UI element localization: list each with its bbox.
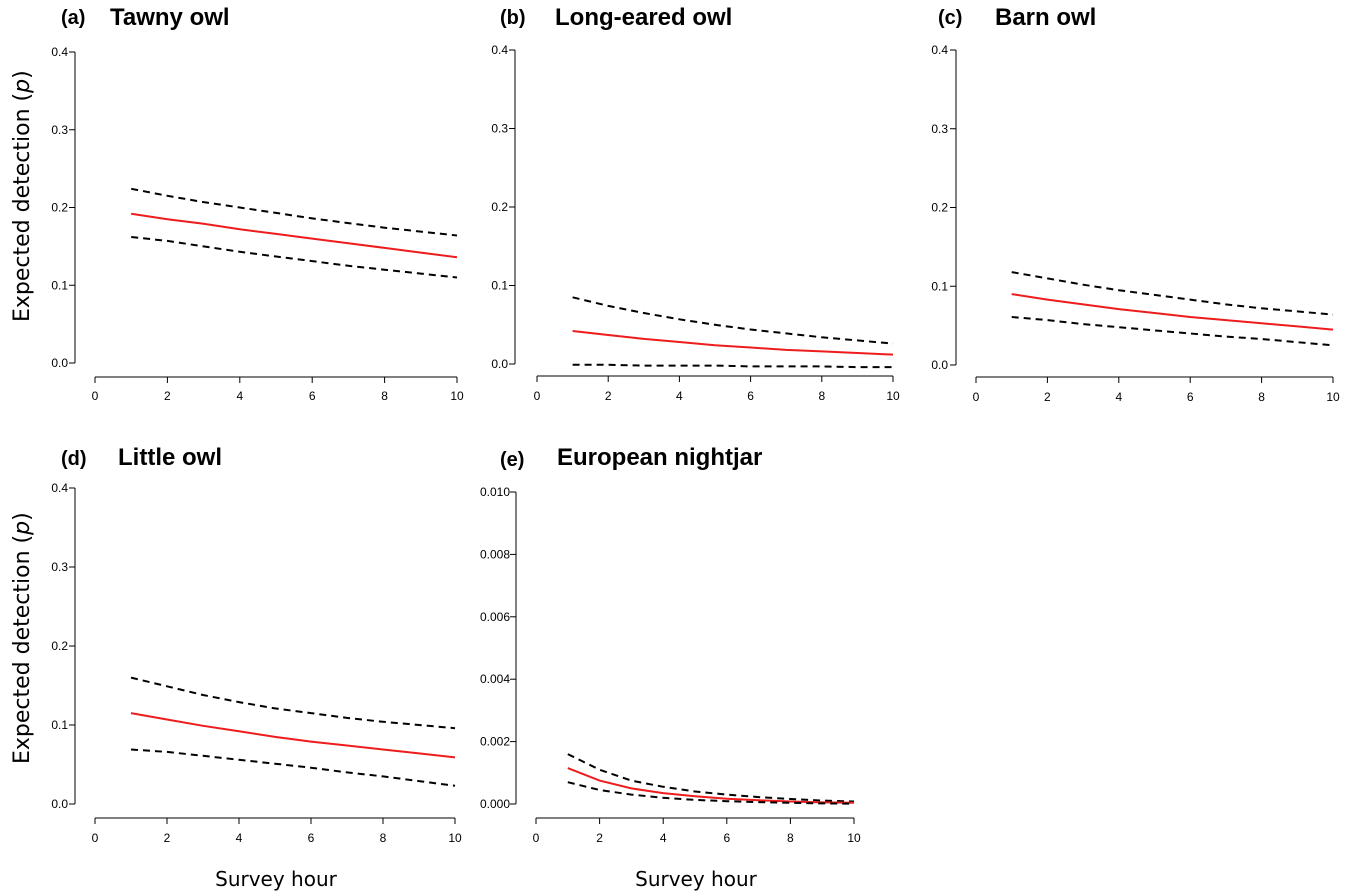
- y-tick-label: 0.4: [51, 45, 68, 59]
- y-tick-label: 0.3: [491, 122, 508, 136]
- panel-letter: (a): [61, 7, 85, 29]
- panel-letter: (b): [500, 7, 526, 29]
- y-axis-label-text: Expected detection (: [10, 535, 35, 764]
- ci-lower-line: [1011, 316, 1334, 347]
- y-tick-label: 0.3: [931, 122, 948, 136]
- y-tick-label: 0.004: [480, 672, 510, 686]
- y-tick-label: 0.4: [491, 43, 508, 57]
- x-tick-label: 6: [308, 831, 315, 845]
- y-tick-label: 0.2: [51, 639, 68, 653]
- y-tick-label: 0.3: [51, 560, 68, 574]
- panel-title: Barn owl: [995, 4, 1096, 31]
- mean-detection-line: [572, 330, 894, 356]
- y-axis-label-end: ): [10, 512, 35, 521]
- y-axis-label-bottom: Expected detection (p): [10, 512, 35, 764]
- x-tick-label: 0: [973, 390, 980, 404]
- x-tick-label: 0: [92, 389, 99, 403]
- y-tick-label: 0.4: [931, 43, 948, 57]
- y-tick-label: 0.000: [480, 797, 510, 811]
- y-tick-label: 0.2: [931, 201, 948, 215]
- y-tick-label: 0.008: [480, 547, 510, 561]
- panel-c: (c) Barn owl 0.0 0.1 0.2 0.3 0.4 0 2 4 6 8 10: [931, 4, 1340, 404]
- y-tick-label: 0.002: [480, 735, 510, 749]
- ci-lower-line: [130, 748, 456, 787]
- x-tick-label: 0: [534, 389, 541, 403]
- x-axis-label-e: Survey hour: [635, 867, 758, 891]
- y-axis-label-italic: p: [10, 521, 35, 536]
- x-tick-label: 10: [448, 831, 462, 845]
- x-tick-label: 2: [164, 831, 171, 845]
- x-tick-label: 8: [818, 389, 825, 403]
- x-tick-label: 2: [1044, 390, 1051, 404]
- y-axis-label-text: Expected detection (: [10, 93, 35, 322]
- x-tick-label: 10: [1326, 390, 1340, 404]
- x-tick-label: 8: [1258, 390, 1265, 404]
- ci-lower-line: [572, 363, 893, 369]
- mean-detection-line: [131, 212, 458, 259]
- x-tick-label: 0: [92, 831, 99, 845]
- x-tick-label: 0: [533, 831, 540, 845]
- panel-a: (a) Tawny owl 0.0 0.1 0.2 0.3 0.4 0 2 4 6 8 10: [51, 4, 464, 403]
- panel-title: Little owl: [118, 444, 222, 471]
- x-tick-label: 10: [450, 389, 464, 403]
- x-tick-label: 6: [747, 389, 754, 403]
- x-tick-label: 4: [236, 389, 243, 403]
- x-tick-label: 8: [787, 831, 794, 845]
- y-tick-label: 0.0: [51, 797, 68, 811]
- ci-lower-line: [567, 781, 855, 805]
- y-tick-label: 0.010: [480, 485, 510, 499]
- mean-detection-line: [1011, 293, 1334, 331]
- x-tick-label: 4: [676, 389, 683, 403]
- y-tick-label: 0.0: [491, 357, 508, 371]
- x-tick-label: 10: [886, 389, 900, 403]
- x-tick-label: 2: [164, 389, 171, 403]
- x-tick-label: 6: [309, 389, 316, 403]
- y-tick-label: 0.3: [51, 123, 68, 137]
- x-tick-label: 6: [1187, 390, 1194, 404]
- x-axis-label-d: Survey hour: [215, 867, 338, 891]
- y-axis-label-top: Expected detection (p): [10, 70, 35, 322]
- panel-letter: (e): [500, 449, 524, 471]
- ci-upper-line: [1011, 271, 1334, 316]
- panel-title: Tawny owl: [110, 4, 230, 31]
- ci-upper-line: [567, 753, 855, 803]
- y-tick-label: 0.1: [51, 278, 68, 292]
- panels-group: (a) Tawny owl 0.0 0.1 0.2 0.3 0.4 0 2 4 6 8 10 (b) Lon…: [51, 4, 1340, 845]
- ci-upper-line: [131, 187, 458, 237]
- y-tick-label: 0.006: [480, 610, 510, 624]
- ci-upper-line: [130, 676, 456, 730]
- y-tick-label: 0.2: [51, 201, 68, 215]
- mean-detection-line: [567, 767, 855, 804]
- y-tick-label: 0.4: [51, 481, 68, 495]
- y-tick-label: 0.2: [491, 200, 508, 214]
- y-tick-label: 0.1: [51, 718, 68, 732]
- panel-letter: (d): [61, 448, 87, 470]
- panel-title: Long-eared owl: [555, 4, 732, 31]
- x-tick-label: 10: [847, 831, 861, 845]
- x-tick-label: 4: [236, 831, 243, 845]
- y-tick-label: 0.1: [491, 279, 508, 293]
- panel-d: (d) Little owl 0.0 0.1 0.2 0.3 0.4 0 2 4 6 8 10: [51, 444, 462, 845]
- mean-detection-line: [130, 712, 456, 759]
- x-tick-label: 4: [660, 831, 667, 845]
- panel-title: European nightjar: [557, 444, 762, 471]
- panel-e: (e) European nightjar 0.000 0.002 0.004 0.006…: [480, 444, 861, 845]
- panel-letter: (c): [938, 7, 962, 29]
- x-tick-label: 6: [723, 831, 730, 845]
- x-tick-label: 2: [605, 389, 612, 403]
- y-axis-label-italic: p: [10, 79, 35, 94]
- panel-b: (b) Long-eared owl 0.0 0.1 0.2 0.3 0.4 0 2 4 6 8 10: [491, 4, 900, 403]
- y-tick-label: 0.0: [51, 356, 68, 370]
- x-tick-label: 8: [381, 389, 388, 403]
- x-tick-label: 2: [596, 831, 603, 845]
- ci-lower-line: [131, 236, 458, 279]
- x-tick-label: 4: [1115, 390, 1122, 404]
- ci-upper-line: [572, 296, 894, 345]
- y-tick-label: 0.0: [931, 358, 948, 372]
- x-tick-label: 8: [380, 831, 387, 845]
- y-tick-label: 0.1: [931, 279, 948, 293]
- y-axis-label-end: ): [10, 70, 35, 79]
